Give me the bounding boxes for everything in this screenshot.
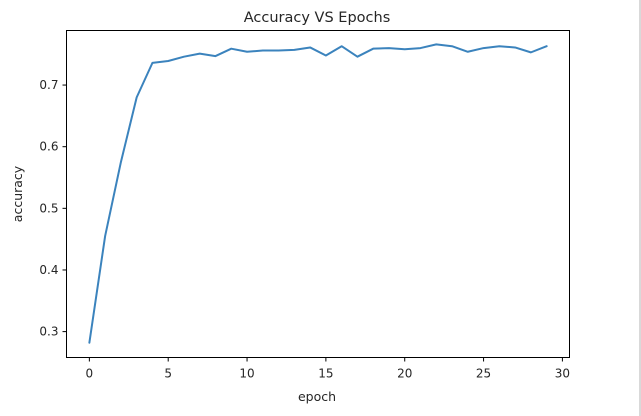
- x-axis-ticks: 0 5 10 15 20 25 30: [86, 357, 570, 381]
- y-tick-label: 0.5: [39, 201, 58, 215]
- y-tick-label: 0.7: [39, 78, 58, 92]
- y-tick-label: 0.4: [39, 263, 58, 277]
- y-tick-label: 0.3: [39, 325, 58, 339]
- y-axis-ticks: 0.3 0.4 0.5 0.6 0.7: [39, 78, 67, 339]
- y-axis-label: accuracy: [10, 165, 25, 222]
- x-tick-label: 0: [86, 367, 94, 381]
- x-tick-label: 15: [318, 367, 333, 381]
- chart-title: Accuracy VS Epochs: [244, 10, 391, 26]
- x-tick-label: 5: [164, 367, 172, 381]
- x-tick-label: 30: [555, 367, 570, 381]
- y-tick-label: 0.6: [39, 140, 58, 154]
- x-tick-label: 20: [397, 367, 412, 381]
- right-edge-divider: [639, 0, 641, 416]
- x-axis-label: epoch: [298, 389, 336, 404]
- plot-area-frame: [66, 30, 570, 358]
- x-tick-label: 10: [239, 367, 254, 381]
- accuracy-series-line: [88, 43, 548, 344]
- x-tick-label: 25: [476, 367, 491, 381]
